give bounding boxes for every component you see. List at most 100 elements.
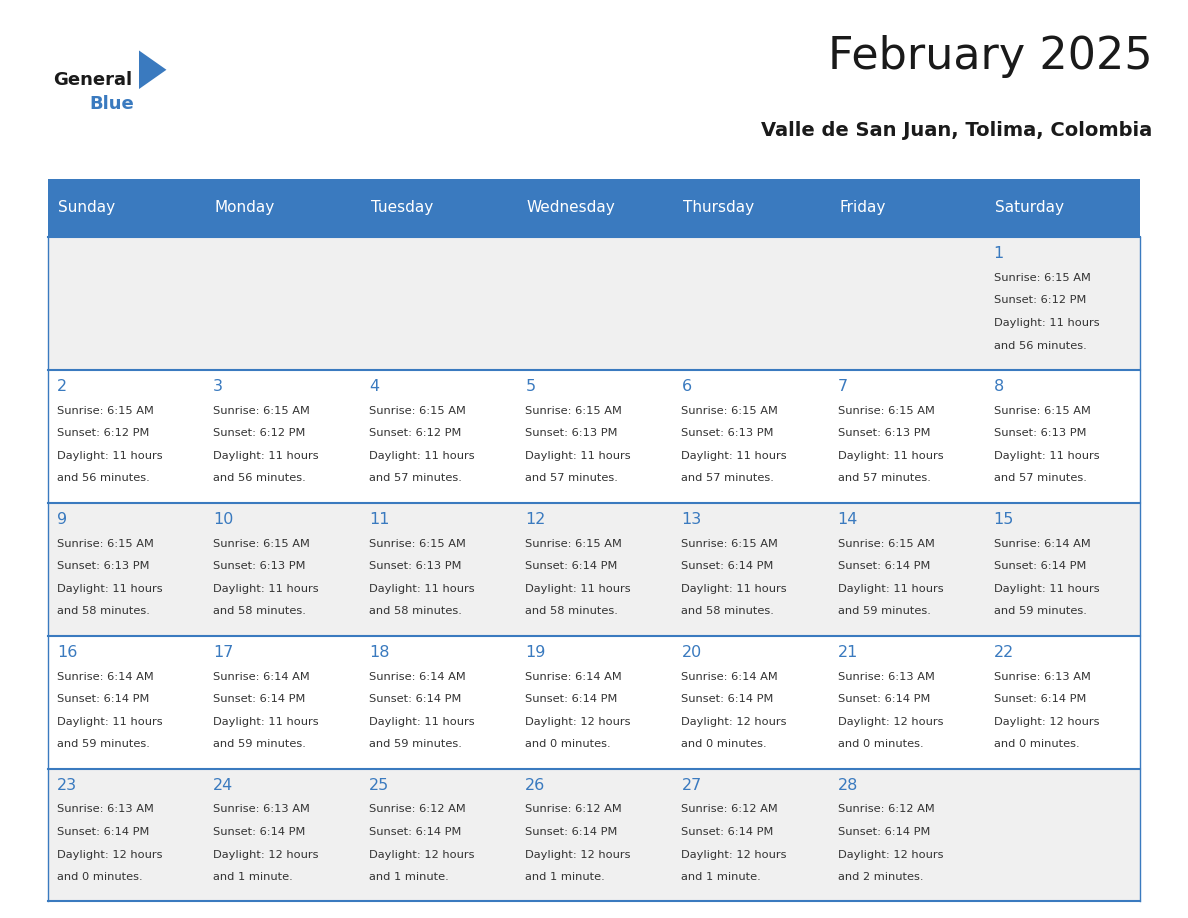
Text: Sunrise: 6:15 AM: Sunrise: 6:15 AM — [993, 273, 1091, 283]
Text: Sunset: 6:14 PM: Sunset: 6:14 PM — [838, 694, 930, 704]
Text: Daylight: 11 hours: Daylight: 11 hours — [369, 584, 475, 594]
Text: Sunset: 6:14 PM: Sunset: 6:14 PM — [993, 694, 1086, 704]
Text: and 59 minutes.: and 59 minutes. — [838, 607, 930, 616]
Bar — [672, 503, 828, 635]
Text: and 0 minutes.: and 0 minutes. — [525, 739, 611, 749]
Bar — [672, 179, 828, 237]
Text: Sunset: 6:13 PM: Sunset: 6:13 PM — [682, 429, 773, 438]
Text: Daylight: 12 hours: Daylight: 12 hours — [838, 850, 943, 859]
Bar — [985, 370, 1140, 503]
Text: 12: 12 — [525, 512, 545, 527]
Bar — [203, 237, 360, 370]
Bar — [672, 768, 828, 901]
Text: February 2025: February 2025 — [828, 35, 1152, 78]
Text: Daylight: 11 hours: Daylight: 11 hours — [57, 451, 163, 461]
Text: 16: 16 — [57, 645, 77, 660]
Text: Sunset: 6:12 PM: Sunset: 6:12 PM — [369, 429, 461, 438]
Text: and 1 minute.: and 1 minute. — [369, 872, 449, 882]
Text: 19: 19 — [525, 645, 545, 660]
Text: Sunset: 6:12 PM: Sunset: 6:12 PM — [57, 429, 150, 438]
Text: Daylight: 12 hours: Daylight: 12 hours — [525, 717, 631, 727]
Text: 7: 7 — [838, 379, 848, 394]
Text: Sunrise: 6:14 AM: Sunrise: 6:14 AM — [682, 671, 778, 681]
Text: 18: 18 — [369, 645, 390, 660]
Text: Sunrise: 6:15 AM: Sunrise: 6:15 AM — [369, 539, 466, 549]
Text: Sunset: 6:12 PM: Sunset: 6:12 PM — [213, 429, 305, 438]
Text: Sunset: 6:13 PM: Sunset: 6:13 PM — [57, 561, 150, 571]
Text: Thursday: Thursday — [683, 200, 754, 216]
Bar — [203, 370, 360, 503]
Text: 11: 11 — [369, 512, 390, 527]
Text: Sunrise: 6:15 AM: Sunrise: 6:15 AM — [57, 539, 153, 549]
Text: Sunset: 6:14 PM: Sunset: 6:14 PM — [57, 827, 150, 837]
Text: 21: 21 — [838, 645, 858, 660]
Bar — [516, 237, 672, 370]
Text: and 0 minutes.: and 0 minutes. — [682, 739, 767, 749]
Text: Valle de San Juan, Tolima, Colombia: Valle de San Juan, Tolima, Colombia — [762, 120, 1152, 140]
Text: 4: 4 — [369, 379, 379, 394]
Text: Sunrise: 6:13 AM: Sunrise: 6:13 AM — [838, 671, 935, 681]
Bar — [672, 237, 828, 370]
Text: 27: 27 — [682, 778, 702, 793]
Text: and 0 minutes.: and 0 minutes. — [838, 739, 923, 749]
Text: and 59 minutes.: and 59 minutes. — [993, 607, 1087, 616]
Text: Daylight: 12 hours: Daylight: 12 hours — [993, 717, 1099, 727]
Text: Daylight: 11 hours: Daylight: 11 hours — [369, 451, 475, 461]
Text: Sunset: 6:13 PM: Sunset: 6:13 PM — [838, 429, 930, 438]
Text: 17: 17 — [213, 645, 233, 660]
Bar — [828, 768, 985, 901]
Text: Sunset: 6:12 PM: Sunset: 6:12 PM — [993, 296, 1086, 306]
Text: Daylight: 11 hours: Daylight: 11 hours — [993, 584, 1099, 594]
Text: 20: 20 — [682, 645, 702, 660]
Text: and 58 minutes.: and 58 minutes. — [682, 607, 775, 616]
Text: Tuesday: Tuesday — [371, 200, 432, 216]
Bar — [48, 503, 203, 635]
Text: 25: 25 — [369, 778, 390, 793]
Text: Sunrise: 6:15 AM: Sunrise: 6:15 AM — [525, 406, 623, 416]
Text: Daylight: 11 hours: Daylight: 11 hours — [993, 451, 1099, 461]
Text: Sunrise: 6:13 AM: Sunrise: 6:13 AM — [213, 804, 310, 814]
Text: Sunrise: 6:13 AM: Sunrise: 6:13 AM — [993, 671, 1091, 681]
Text: and 58 minutes.: and 58 minutes. — [525, 607, 618, 616]
Text: Daylight: 11 hours: Daylight: 11 hours — [525, 451, 631, 461]
Text: and 56 minutes.: and 56 minutes. — [213, 474, 305, 484]
Text: Daylight: 11 hours: Daylight: 11 hours — [838, 584, 943, 594]
Text: and 2 minutes.: and 2 minutes. — [838, 872, 923, 882]
Text: and 59 minutes.: and 59 minutes. — [369, 739, 462, 749]
Text: and 57 minutes.: and 57 minutes. — [525, 474, 618, 484]
Text: Sunset: 6:14 PM: Sunset: 6:14 PM — [993, 561, 1086, 571]
Text: Sunrise: 6:14 AM: Sunrise: 6:14 AM — [525, 671, 623, 681]
Bar — [48, 179, 203, 237]
Bar — [828, 179, 985, 237]
Text: 1: 1 — [993, 246, 1004, 261]
Text: Sunrise: 6:15 AM: Sunrise: 6:15 AM — [993, 406, 1091, 416]
Text: Sunset: 6:14 PM: Sunset: 6:14 PM — [682, 827, 773, 837]
Text: and 58 minutes.: and 58 minutes. — [57, 607, 150, 616]
Text: Sunset: 6:14 PM: Sunset: 6:14 PM — [838, 561, 930, 571]
Text: and 57 minutes.: and 57 minutes. — [682, 474, 775, 484]
Text: Sunset: 6:14 PM: Sunset: 6:14 PM — [838, 827, 930, 837]
Text: Sunrise: 6:15 AM: Sunrise: 6:15 AM — [682, 539, 778, 549]
Text: 24: 24 — [213, 778, 233, 793]
Text: and 57 minutes.: and 57 minutes. — [838, 474, 930, 484]
Text: and 0 minutes.: and 0 minutes. — [57, 872, 143, 882]
Text: Sunday: Sunday — [58, 200, 115, 216]
Text: 6: 6 — [682, 379, 691, 394]
Bar — [985, 179, 1140, 237]
Text: Sunset: 6:13 PM: Sunset: 6:13 PM — [369, 561, 462, 571]
Text: and 58 minutes.: and 58 minutes. — [213, 607, 305, 616]
Text: Sunrise: 6:14 AM: Sunrise: 6:14 AM — [369, 671, 466, 681]
Bar — [516, 635, 672, 768]
Bar — [672, 635, 828, 768]
Text: 15: 15 — [993, 512, 1015, 527]
Text: Sunset: 6:14 PM: Sunset: 6:14 PM — [682, 694, 773, 704]
Bar — [360, 237, 516, 370]
Text: and 1 minute.: and 1 minute. — [525, 872, 605, 882]
Text: Sunrise: 6:14 AM: Sunrise: 6:14 AM — [57, 671, 153, 681]
Bar — [828, 635, 985, 768]
Bar — [516, 503, 672, 635]
Bar — [828, 370, 985, 503]
Text: Daylight: 11 hours: Daylight: 11 hours — [838, 451, 943, 461]
Bar — [985, 237, 1140, 370]
Bar — [985, 503, 1140, 635]
